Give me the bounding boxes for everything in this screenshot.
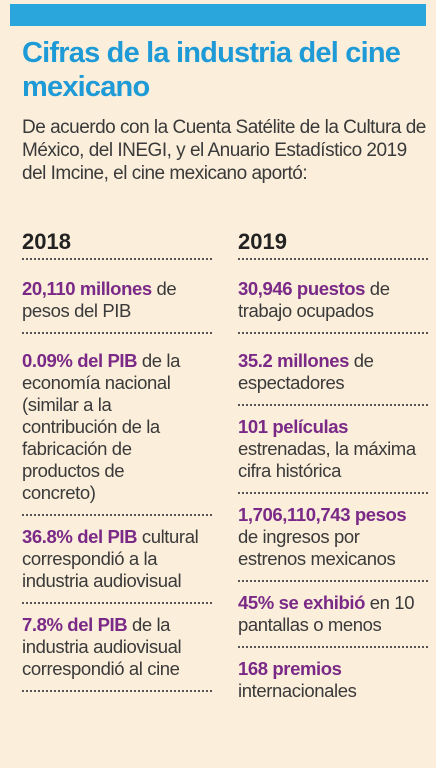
intro-paragraph: De acuerdo con la Cuenta Satélite de la …	[22, 117, 426, 184]
fact-text: estrenadas, la máxima cifra histórica	[238, 438, 416, 481]
fact-text: de espectadores	[238, 350, 374, 393]
fact-text: cultural correspondió a la industria aud…	[22, 526, 199, 591]
header-bar	[10, 4, 426, 26]
fact-item: 35.2 millones de espectadores	[238, 334, 428, 406]
fact-highlight: 168 premios	[238, 658, 342, 679]
page-title: Cifras de la industria del cine mexicano	[22, 37, 401, 103]
fact-text: de trabajo ocupados	[238, 278, 390, 321]
fact-highlight: 35.2 millones	[238, 350, 349, 371]
fact-item: 20,110 millones de pesos del PIB	[22, 260, 212, 334]
fact-text: internacionales	[238, 680, 357, 701]
fact-highlight: 30,946 puestos	[238, 278, 366, 299]
fact-item: 36.8% del PIB cultural correspondió a la…	[22, 516, 212, 604]
column-2018: 2018 20,110 millones de pesos del PIB 0.…	[22, 226, 212, 692]
fact-highlight: 1,706,110,743 pesos	[238, 504, 407, 525]
fact-highlight: 45% se exhibió	[238, 592, 366, 613]
fact-highlight: 36.8% del PIB	[22, 526, 138, 547]
fact-text: en 10 pantallas o menos	[238, 592, 415, 635]
fact-item: 7.8% del PIB de la industria audiovisual…	[22, 604, 212, 692]
fact-highlight: 20,110 millones	[22, 278, 152, 299]
fact-item: 168 premios internacionales	[238, 648, 428, 712]
year-heading-2019: 2019	[238, 226, 428, 260]
fact-text: de la industria audiovisual correspondió…	[22, 614, 182, 679]
fact-text: de pesos del PIB	[22, 278, 177, 321]
fact-highlight: 7.8% del PIB	[22, 614, 128, 635]
fact-item: 45% se exhibió en 10 pantallas o menos	[238, 582, 428, 648]
fact-text: de la economía nacional (similar a la co…	[22, 350, 180, 503]
fact-item: 1,706,110,743 pesos de ingresos por estr…	[238, 494, 428, 582]
fact-item: 0.09% del PIB de la economía nacional (s…	[22, 334, 212, 516]
fact-text: de ingresos por estrenos mexicanos	[238, 526, 396, 569]
fact-highlight: 101 películas	[238, 416, 348, 437]
fact-highlight: 0.09% del PIB	[22, 350, 138, 371]
year-heading-2018: 2018	[22, 226, 212, 260]
column-2019: 2019 30,946 puestos de trabajo ocupados …	[238, 226, 428, 712]
fact-item: 30,946 puestos de trabajo ocupados	[238, 260, 428, 334]
fact-item: 101 películas estrenadas, la máxima cifr…	[238, 406, 428, 494]
